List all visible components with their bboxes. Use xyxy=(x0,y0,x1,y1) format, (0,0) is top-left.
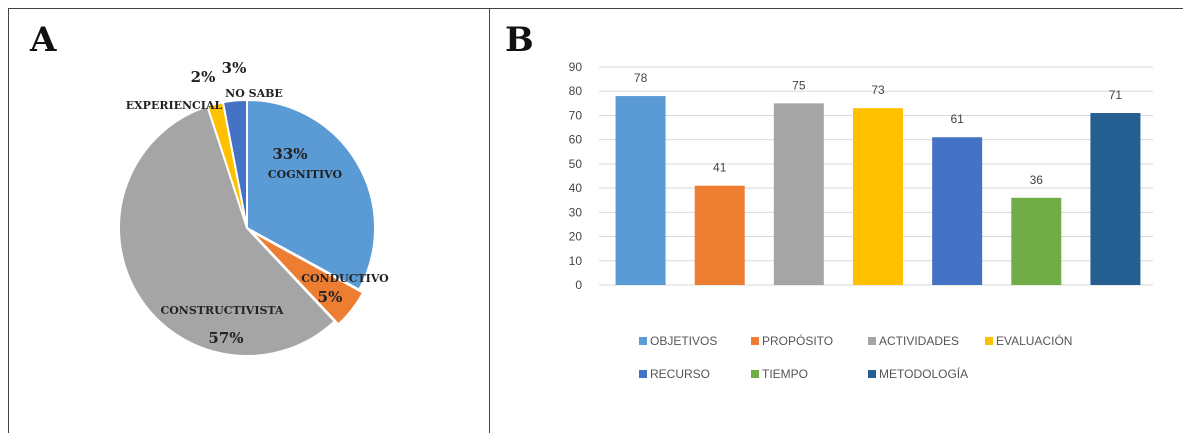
panel-b-label: B xyxy=(505,20,534,60)
bar-2 xyxy=(773,103,824,285)
y-tick-label: 90 xyxy=(569,60,583,74)
pie-slice-name-label: CONDUCTIVO xyxy=(301,272,389,285)
bar-value-label: 73 xyxy=(871,83,885,97)
pie-slice-constructivista xyxy=(118,105,337,357)
pie-slice-percent-label: 57% xyxy=(208,329,243,347)
pie-slice-name-label: CONSTRUCTIVISTA xyxy=(160,304,284,317)
y-tick-label: 70 xyxy=(569,108,583,122)
legend-swatch xyxy=(868,370,876,378)
legend-label: METODOLOGÍA xyxy=(879,366,968,381)
bar-1 xyxy=(694,185,745,285)
pie-slice-percent-label: 33% xyxy=(272,145,307,163)
bar-chart: 0 10 20 30 40 50 60 70 80 90 78 41 75 73 61 36 71 OBJETIV… xyxy=(569,60,1153,381)
legend-label: RECURSO xyxy=(650,367,710,381)
y-tick-label: 20 xyxy=(569,230,583,244)
bar-value-label: 71 xyxy=(1109,88,1123,102)
bar-value-label: 36 xyxy=(1030,173,1044,187)
pie-slice-name-label: NO SABE xyxy=(225,87,283,100)
pie-chart: COGNITIVO 33% CONDUCTIVO 5% CONSTRUCTIVISTA 5… xyxy=(118,59,389,357)
legend-swatch xyxy=(639,370,647,378)
y-tick-label: 30 xyxy=(569,205,583,219)
pie-slice-name-label: EXPERIENCIAL xyxy=(126,99,223,112)
pie-slice-name-label: COGNITIVO xyxy=(268,168,343,181)
panel-divider xyxy=(489,8,490,433)
pie-slice-percent-label: 5% xyxy=(318,288,343,306)
bar-value-label: 78 xyxy=(634,71,648,85)
legend-label: ACTIVIDADES xyxy=(879,334,959,348)
bar-6 xyxy=(1090,113,1141,286)
legend-label: OBJETIVOS xyxy=(650,334,717,348)
y-tick-label: 0 xyxy=(575,278,582,292)
pie-slice-percent-label: 3% xyxy=(222,59,247,77)
y-tick-label: 60 xyxy=(569,133,583,147)
y-tick-label: 80 xyxy=(569,84,583,98)
pie-slice-cognitivo xyxy=(246,98,376,292)
top-border xyxy=(8,8,1183,9)
y-tick-label: 50 xyxy=(569,157,583,171)
legend-label: EVALUACIÓN xyxy=(996,333,1072,348)
bar-0 xyxy=(615,96,666,285)
legend-swatch xyxy=(868,337,876,345)
y-tick-label: 40 xyxy=(569,181,583,195)
bar-4 xyxy=(932,137,983,285)
panel-a-label: A xyxy=(30,20,57,60)
left-border xyxy=(8,8,9,433)
legend-label: TIEMPO xyxy=(762,367,808,381)
pie-slice-conductivo xyxy=(250,230,365,326)
bar-3 xyxy=(853,108,903,285)
legend-swatch xyxy=(639,337,647,345)
pie-slice-no-sabe xyxy=(221,98,248,229)
legend-swatch xyxy=(751,337,759,345)
legend-swatch xyxy=(751,370,759,378)
bar-value-label: 41 xyxy=(713,161,727,175)
bar-value-label: 61 xyxy=(950,112,964,126)
bar-value-label: 75 xyxy=(792,78,806,92)
bar-5 xyxy=(1011,197,1062,285)
legend-swatch xyxy=(985,337,993,345)
pie-slice-percent-label: 2% xyxy=(191,68,216,86)
y-tick-label: 10 xyxy=(569,254,583,268)
legend-label: PROPÓSITO xyxy=(762,333,833,348)
